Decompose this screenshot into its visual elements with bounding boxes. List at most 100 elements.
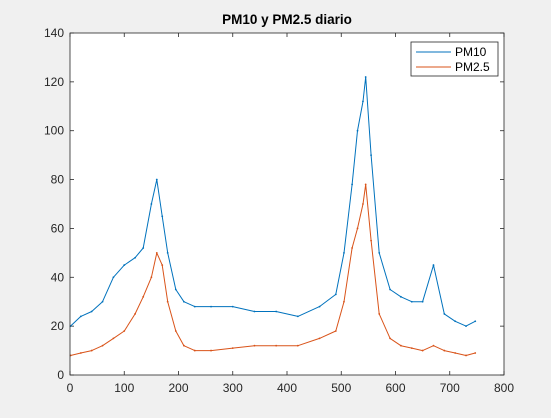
x-tick-label: 200 (168, 381, 188, 395)
data-point (150, 276, 153, 279)
data-point (79, 315, 82, 318)
data-point (410, 347, 413, 350)
y-tick-label: 140 (44, 26, 64, 40)
data-point (166, 251, 169, 254)
chart-title: PM10 y PM2.5 diario (222, 12, 352, 27)
data-point (378, 313, 381, 315)
data-point (193, 349, 196, 352)
data-point (174, 288, 177, 291)
data-point (161, 264, 164, 266)
data-point (474, 352, 477, 354)
data-point (161, 215, 164, 218)
y-tick-label: 40 (51, 270, 65, 284)
data-point (351, 247, 353, 249)
y-tick-label: 20 (51, 319, 65, 333)
y-tick-label: 60 (51, 221, 65, 235)
data-point (101, 300, 104, 303)
data-point (253, 310, 256, 313)
x-tick-label: 100 (114, 381, 134, 395)
data-point (421, 349, 424, 352)
data-point (421, 300, 424, 303)
data-point (465, 354, 467, 357)
data-point (318, 305, 321, 308)
x-tick-label: 400 (277, 381, 297, 395)
data-point (474, 320, 477, 323)
data-point (275, 310, 278, 313)
data-point (343, 251, 345, 254)
data-point (454, 352, 457, 354)
data-point (90, 310, 93, 313)
data-point (432, 264, 435, 266)
x-tick-label: 700 (440, 381, 460, 395)
data-point (183, 300, 185, 303)
plot-area (70, 33, 504, 375)
data-point (193, 305, 196, 308)
data-point (134, 313, 137, 315)
data-point (370, 239, 372, 242)
data-point (351, 183, 353, 186)
y-axis: 0 20 40 60 80 100 120 140 (44, 26, 504, 382)
x-tick-label: 500 (331, 381, 351, 395)
data-point (389, 288, 391, 291)
y-tick-label: 80 (51, 173, 65, 187)
data-point (362, 100, 364, 103)
data-point (231, 305, 234, 308)
data-point (432, 344, 435, 347)
data-point (123, 264, 126, 266)
x-axis: 0 100 200 300 400 500 600 700 800 (67, 33, 514, 395)
data-point (334, 330, 337, 332)
data-point (112, 337, 115, 340)
legend-label: PM2.5 (455, 60, 490, 74)
data-point (79, 352, 82, 354)
plot-frame (69, 32, 505, 376)
data-point (134, 256, 137, 259)
series-layer (69, 76, 477, 357)
series-line-pm25 (70, 184, 476, 356)
data-point (400, 295, 402, 298)
y-tick-label: 120 (44, 75, 64, 89)
data-point (318, 337, 321, 340)
data-point (155, 251, 158, 254)
data-point (356, 227, 359, 230)
data-point (400, 344, 402, 347)
data-point (296, 315, 299, 318)
legend-label: PM10 (455, 45, 487, 59)
x-tick-label: 300 (223, 381, 243, 395)
data-point (378, 251, 381, 254)
data-point (231, 347, 234, 350)
data-point (443, 349, 446, 352)
data-point (343, 300, 345, 303)
legend-box (410, 41, 499, 77)
data-point (123, 330, 126, 332)
data-point (296, 344, 299, 347)
data-point (253, 344, 256, 347)
data-point (142, 295, 145, 298)
data-point (410, 300, 413, 303)
data-point (364, 183, 367, 186)
data-point (210, 349, 212, 352)
data-point (334, 293, 337, 296)
y-tick-label: 100 (44, 124, 64, 138)
y-tick-label: 0 (57, 368, 64, 382)
data-point (389, 337, 391, 340)
data-point (174, 330, 177, 332)
data-point (142, 247, 145, 249)
data-point (150, 203, 153, 205)
data-point (465, 325, 467, 328)
data-point (101, 344, 104, 347)
data-point (356, 129, 359, 132)
data-point (166, 300, 169, 303)
x-tick-label: 0 (67, 381, 74, 395)
data-point (443, 313, 446, 315)
x-tick-label: 600 (385, 381, 405, 395)
data-point (90, 349, 93, 352)
data-point (155, 178, 158, 181)
data-point (183, 344, 185, 347)
x-tick-label: 800 (494, 381, 514, 395)
series-line-pm10 (70, 76, 476, 327)
data-point (275, 344, 278, 347)
data-point (112, 276, 115, 279)
data-point (210, 305, 212, 308)
